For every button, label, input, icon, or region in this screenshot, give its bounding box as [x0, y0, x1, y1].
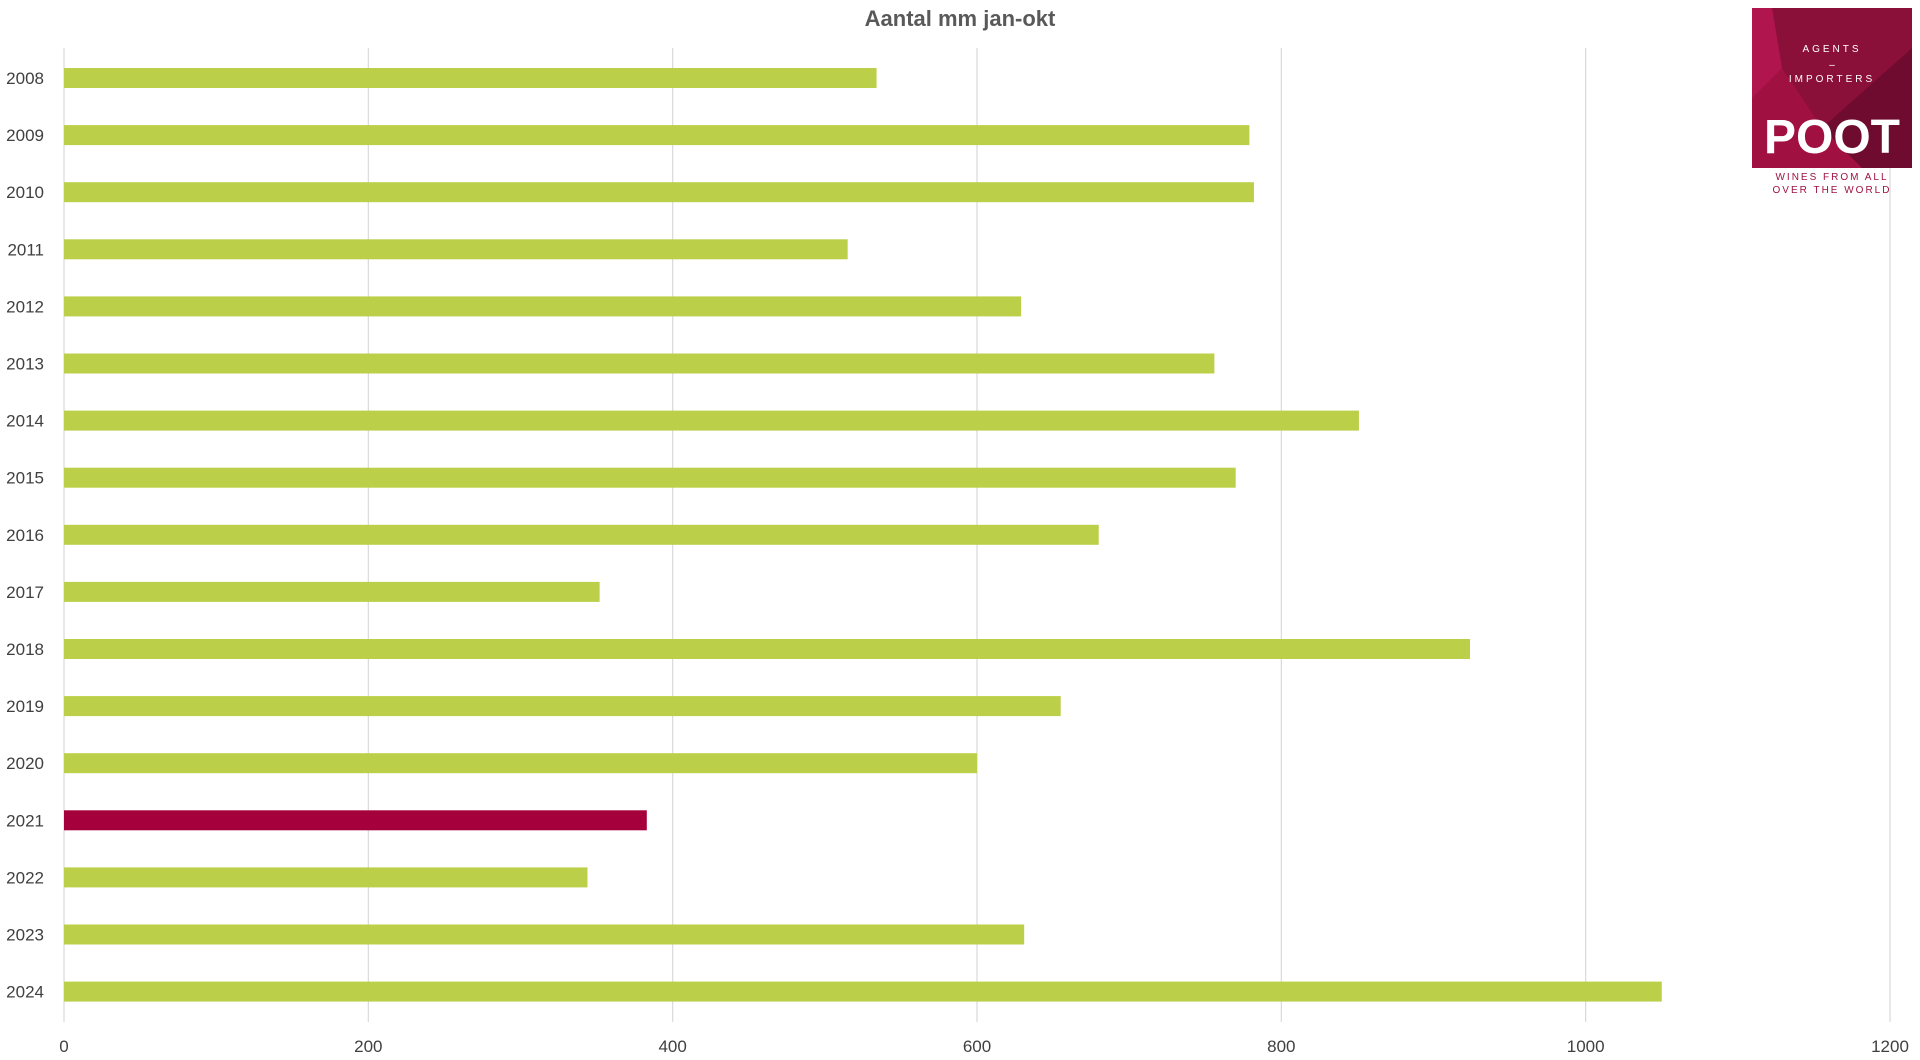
bar-2015 [64, 467, 1236, 488]
y-tick-label-2022: 2022 [6, 868, 44, 887]
logo-importers-text: IMPORTERS [1788, 74, 1876, 85]
y-tick-label-2024: 2024 [6, 983, 44, 1002]
y-tick-label-2019: 2019 [6, 697, 44, 716]
y-tick-label-2009: 2009 [6, 126, 44, 145]
y-tick-label-2008: 2008 [6, 69, 44, 88]
x-tick-label-600: 600 [963, 1037, 991, 1056]
bar-2011 [64, 239, 848, 260]
x-tick-labels: 0 200 400 600 800 1000 1200 [59, 1037, 1909, 1056]
bar-2022 [64, 867, 588, 888]
y-tick-label-2017: 2017 [6, 583, 44, 602]
bar-2024 [64, 981, 1662, 1002]
y-tick-label-2021: 2021 [6, 811, 44, 830]
category-labels: 2008 2009 2010 2011 2012 2013 2014 2015 2016 2017… [6, 69, 44, 1002]
bar-2014 [64, 410, 1359, 431]
logo-agents-text: AGENTS [1802, 44, 1862, 55]
bars [64, 68, 1662, 1002]
y-tick-label-2011: 2011 [7, 240, 44, 259]
y-tick-label-2012: 2012 [6, 297, 44, 316]
y-tick-label-2014: 2014 [6, 412, 44, 431]
bar-2016 [64, 524, 1099, 545]
x-tick-label-1000: 1000 [1567, 1037, 1605, 1056]
bar-2013 [64, 353, 1215, 374]
y-tick-label-2013: 2013 [6, 355, 44, 374]
logo-tagline-2: OVER THE WORLD [1772, 185, 1892, 196]
bar-2010 [64, 182, 1254, 203]
y-tick-label-2020: 2020 [6, 754, 44, 773]
bar-2017 [64, 581, 600, 602]
x-tick-label-800: 800 [1267, 1037, 1295, 1056]
bar-2020 [64, 753, 977, 774]
logo-dash-text: – [1829, 60, 1835, 71]
y-tick-label-2023: 2023 [6, 926, 44, 945]
logo-background [1752, 8, 1912, 168]
bar-2021 [64, 810, 647, 831]
bar-2009 [64, 125, 1250, 146]
bar-2008 [64, 68, 877, 88]
bar-2019 [64, 696, 1061, 717]
bar-2023 [64, 924, 1025, 945]
y-tick-label-2016: 2016 [6, 526, 44, 545]
x-tick-label-1200: 1200 [1871, 1037, 1909, 1056]
x-tick-label-200: 200 [354, 1037, 382, 1056]
logo-tagline-1: WINES FROM ALL [1775, 172, 1889, 183]
bar-2012 [64, 296, 1022, 317]
y-tick-label-2010: 2010 [6, 183, 44, 202]
poot-logo: AGENTS – IMPORTERS POOT WINES FROM ALL O… [1752, 8, 1912, 198]
logo-box: AGENTS – IMPORTERS POOT [1752, 8, 1912, 168]
x-tick-label-400: 400 [658, 1037, 686, 1056]
bar-2018 [64, 639, 1471, 659]
y-tick-label-2018: 2018 [6, 640, 44, 659]
logo-name: POOT [1763, 111, 1900, 164]
x-tick-label-0: 0 [59, 1037, 68, 1056]
y-tick-label-2015: 2015 [6, 469, 44, 488]
chart-title: Aantal mm jan-okt [865, 6, 1056, 31]
